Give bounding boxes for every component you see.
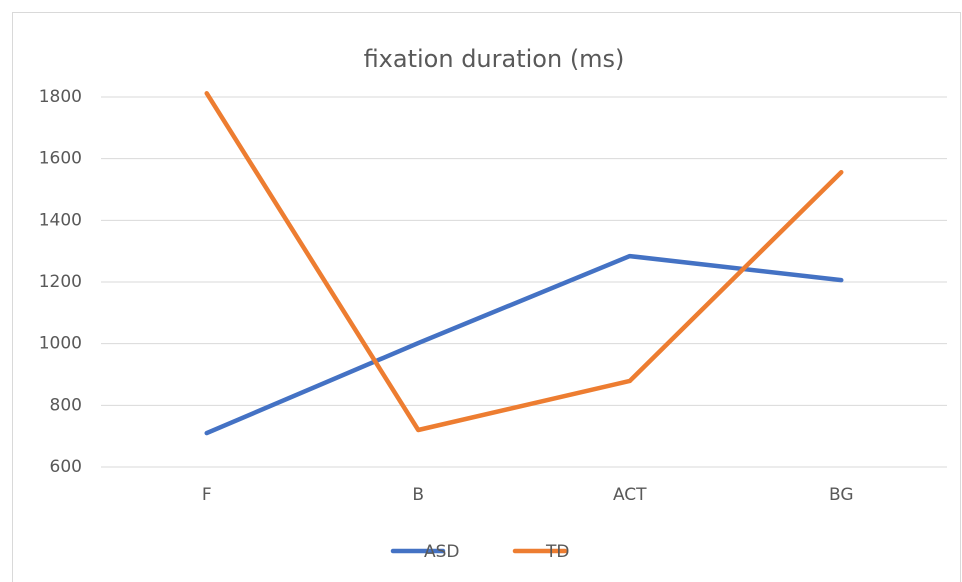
x-tick-label: F — [202, 485, 212, 505]
chart-title: fixation duration (ms) — [364, 45, 625, 73]
y-tick-label: 1200 — [39, 272, 82, 292]
y-tick-label: 600 — [50, 457, 82, 477]
y-tick-label: 1400 — [39, 210, 82, 230]
line-series — [204, 253, 844, 436]
legend-label: TD — [545, 542, 569, 562]
line-series — [204, 91, 844, 433]
x-tick-label: B — [412, 485, 424, 505]
legend-label: ASD — [424, 542, 460, 562]
x-tick-label: ACT — [613, 485, 647, 505]
y-tick-label: 1000 — [39, 334, 82, 354]
y-tick-label: 1800 — [39, 87, 82, 107]
x-tick-label: BG — [829, 485, 854, 505]
chart-frame — [12, 12, 961, 582]
y-tick-label: 800 — [50, 395, 82, 415]
y-tick-label: 1600 — [39, 149, 82, 169]
